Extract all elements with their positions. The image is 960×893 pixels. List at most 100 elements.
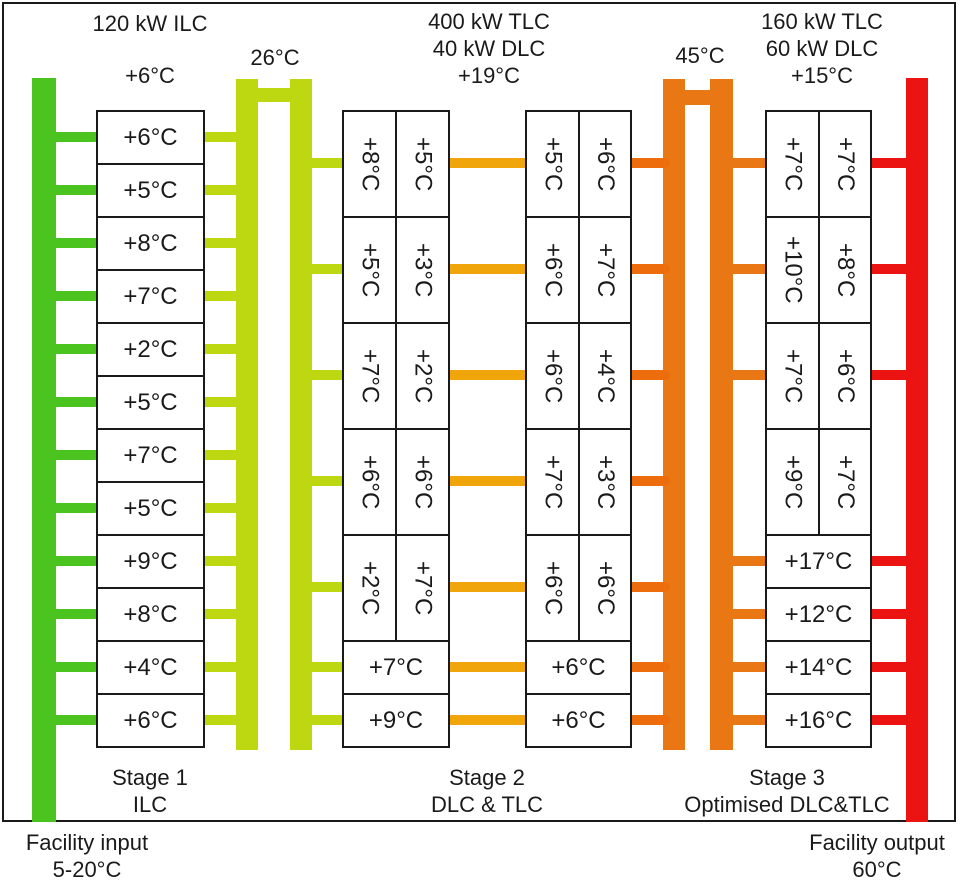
stage2-right-cell: +7°C	[591, 242, 619, 298]
stage1-subtitle: ILC	[132, 792, 168, 817]
stage3-cell: +10°C	[767, 218, 820, 322]
loop1-return-link	[200, 343, 242, 354]
loop1-return-link	[200, 237, 242, 248]
stage2-title: Stage 2	[449, 765, 525, 790]
loop1-supply-link	[306, 582, 348, 592]
stage3-single-row: +16°C	[765, 693, 872, 748]
stage3-single-row: +17°C	[765, 534, 872, 589]
stage2-left-pair-row: +2°C +7°C	[342, 534, 450, 642]
loop1-supply-link	[306, 264, 348, 274]
stage1-footer: Stage 1 ILC	[112, 764, 188, 818]
stage1-row: +7°C	[96, 269, 205, 324]
facility-input-title: Facility input	[25, 830, 149, 855]
loop1-pipe-bridge	[236, 88, 312, 102]
facility-output-temp: 60°C	[852, 857, 902, 882]
loop1-return-link	[200, 661, 242, 672]
loop1-return-link	[200, 555, 242, 566]
loop1-return-link	[200, 608, 242, 619]
stage2-internal-link	[444, 476, 531, 486]
stage2-subtitle: DLC & TLC	[430, 792, 544, 817]
stage2-right-cell: +6°C	[591, 560, 619, 616]
stage1-power-label: 120 kW ILC	[92, 11, 208, 36]
stage2-output-link	[626, 264, 670, 274]
stage2-output-link	[626, 370, 670, 380]
stage3-single-row: +14°C	[765, 640, 872, 695]
diagram-border	[2, 2, 956, 822]
loop1-supply-link	[306, 370, 348, 380]
facility-input-link	[50, 449, 100, 460]
loop1-return-link	[200, 131, 242, 142]
stage2-left-cell: +3°C	[409, 242, 437, 298]
facility-input-range: 5-20°C	[52, 857, 122, 882]
facility-input-link	[50, 396, 100, 407]
stage3-cell: +8°C	[831, 242, 859, 298]
facility-input-link	[50, 714, 100, 725]
stage2-left-pair-row: +5°C +3°C	[342, 216, 450, 324]
stage2-output-link	[626, 582, 670, 592]
facility-output-link	[866, 158, 912, 168]
stage2-left-pair-row: +6°C +6°C	[342, 428, 450, 536]
loop2-supply-link	[727, 264, 771, 274]
loop2-pipe-up	[663, 79, 685, 750]
stage2-internal-link	[444, 370, 531, 380]
loop2-supply-link	[727, 555, 771, 566]
loop2-pipe-down	[710, 79, 733, 750]
stage2-output-link	[626, 661, 670, 672]
loop2-supply-link	[727, 608, 771, 619]
stage1-delta-label: +6°C	[125, 63, 175, 88]
facility-input-link	[50, 502, 100, 513]
stage3-single-row: +12°C	[765, 587, 872, 642]
stage1-row: +7°C	[96, 428, 205, 483]
loop2-supply-link	[727, 714, 771, 725]
stage2-left-cell: +7°C	[409, 560, 437, 616]
stage2-left-pair-row: +7°C +2°C	[342, 322, 450, 430]
facility-output-pipe	[906, 78, 928, 822]
facility-output-link	[866, 714, 912, 725]
stage2-right-single-row: +6°C	[525, 693, 632, 748]
stage3-delta-label: +15°C	[790, 63, 854, 88]
facility-input-link	[50, 661, 100, 672]
stage2-right-pair-row: +6°C +7°C	[525, 216, 632, 324]
stage2-left-pair-row: +8°C +5°C	[342, 110, 450, 218]
loop1-return-link	[200, 290, 242, 301]
facility-output-link	[866, 661, 912, 672]
stage3-footer: Stage 3 Optimised DLC&TLC	[684, 764, 889, 818]
stage3-pair-row: +7°C +6°C	[765, 322, 872, 430]
stage2-internal-link	[444, 714, 531, 725]
facility-input-link	[50, 343, 100, 354]
stage1-row: +5°C	[96, 481, 205, 536]
stage2-right-pair-row: +6°C +4°C	[525, 322, 632, 430]
stage2-right-cell: +6°C	[527, 218, 580, 322]
stage2-left-single-row: +9°C	[342, 693, 450, 748]
stage2-left-cell: +2°C	[409, 348, 437, 404]
loop2-pipe-bridge	[663, 90, 733, 105]
facility-output-title: Facility output	[809, 830, 945, 855]
stage2-right-cell: +3°C	[591, 454, 619, 510]
stage3-pair-row: +7°C +7°C	[765, 110, 872, 218]
stage2-right-cell: +6°C	[591, 136, 619, 192]
loop2-temp-label: 45°C	[675, 43, 725, 68]
loop1-temp-label: 26°C	[250, 45, 300, 70]
stage2-internal-link	[444, 582, 531, 592]
loop1-return-link	[200, 502, 242, 513]
stage2-output-link	[626, 158, 670, 168]
loop2-supply-link	[727, 370, 771, 380]
facility-input-link	[50, 608, 100, 619]
loop2-supply-link	[727, 661, 771, 672]
stage2-right-pair-row: +6°C +6°C	[525, 534, 632, 642]
stage1-row: +5°C	[96, 163, 205, 218]
loop1-supply-link	[306, 476, 348, 486]
loop1-pipe-down	[290, 79, 312, 750]
stage1-title: Stage 1	[112, 765, 188, 790]
stage1-row: +5°C	[96, 375, 205, 430]
facility-input-link	[50, 184, 100, 195]
loop1-supply-link	[306, 661, 348, 672]
facility-output-link	[866, 555, 912, 566]
stage1-row: +6°C	[96, 693, 205, 748]
stage3-cell: +7°C	[831, 454, 859, 510]
stage2-right-cell: +5°C	[527, 112, 580, 216]
loop1-return-link	[200, 184, 242, 195]
loop1-return-link	[200, 714, 242, 725]
stage3-cell: +7°C	[767, 112, 820, 216]
